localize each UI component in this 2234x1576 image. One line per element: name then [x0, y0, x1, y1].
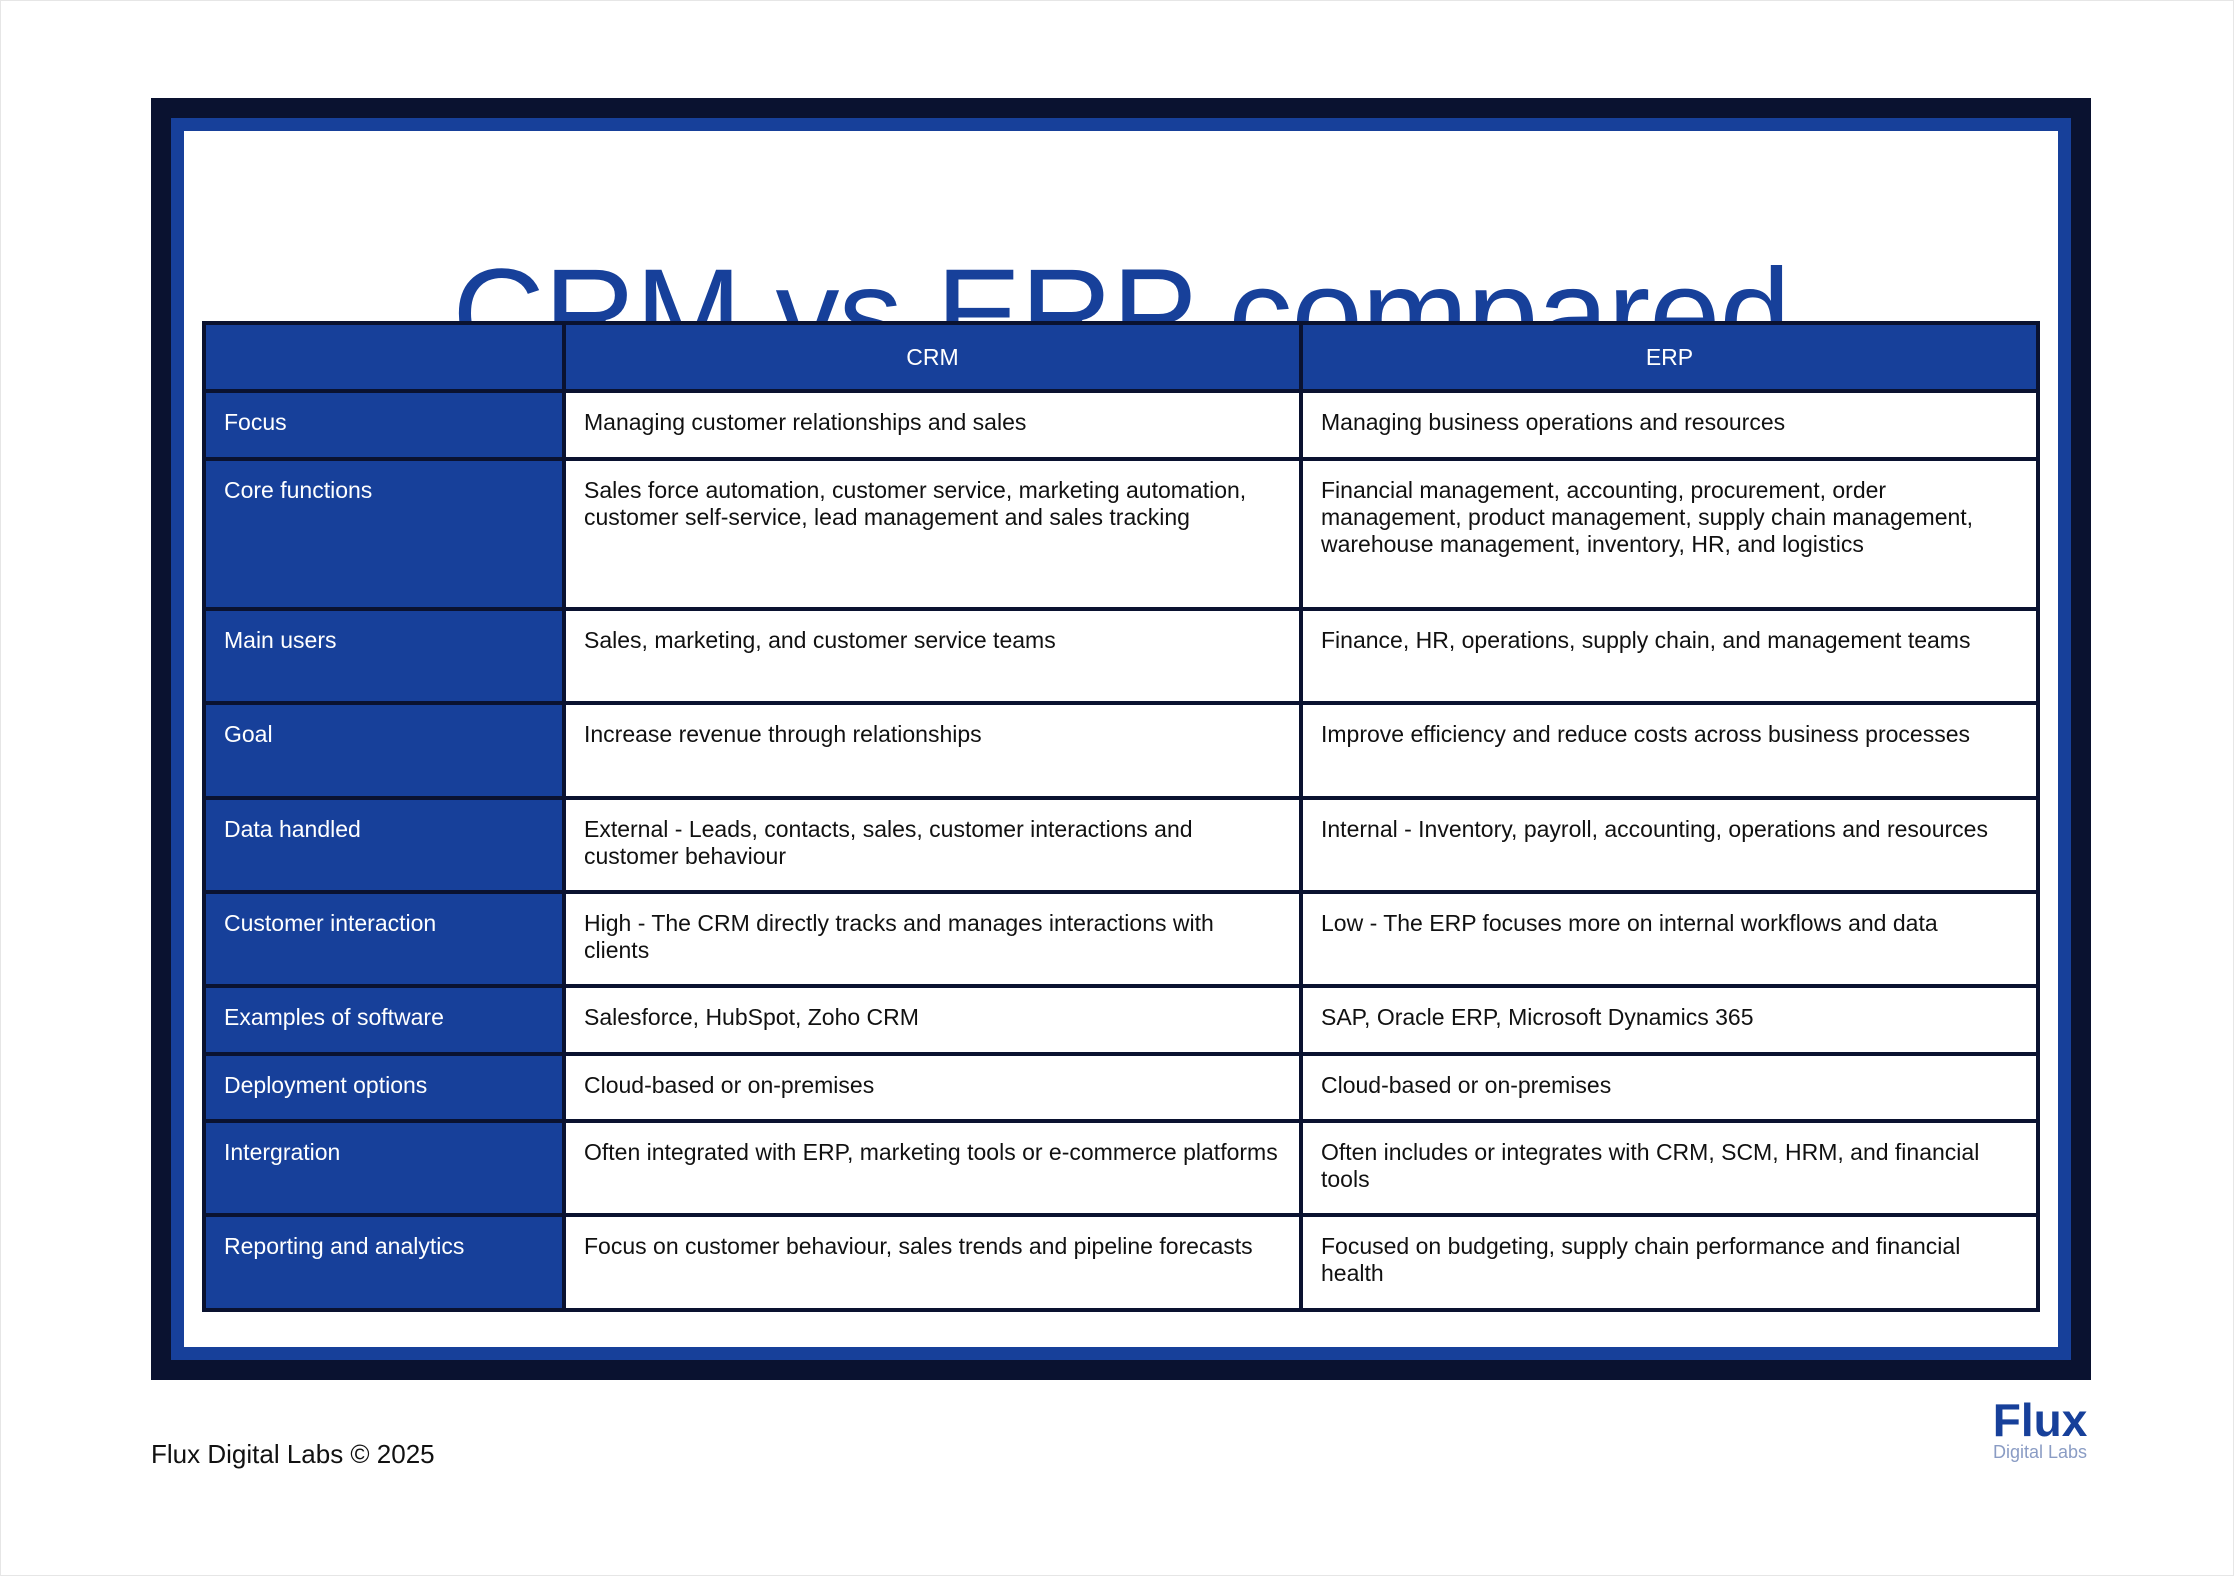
erp-cell: Often includes or integrates with CRM, S…: [1299, 1119, 2040, 1217]
table-row: Focus Managing customer relationships an…: [202, 389, 2040, 461]
comparison-table: CRM ERP Focus Managing customer relation…: [202, 321, 2040, 1312]
erp-cell: Low - The ERP focuses more on internal w…: [1299, 890, 2040, 988]
row-label: Customer interaction: [202, 890, 566, 988]
crm-cell: Focus on customer behaviour, sales trend…: [562, 1213, 1303, 1312]
crm-cell: Sales, marketing, and customer service t…: [562, 607, 1303, 705]
crm-cell: Increase revenue through relationships: [562, 701, 1303, 800]
table-row: Deployment options Cloud-based or on-pre…: [202, 1052, 2040, 1123]
erp-cell: SAP, Oracle ERP, Microsoft Dynamics 365: [1299, 984, 2040, 1056]
table-row: Core functions Sales force automation, c…: [202, 457, 2040, 611]
outer-frame: CRM vs ERP compared CRM ERP Focus Managi…: [151, 98, 2091, 1380]
header-crm: CRM: [562, 321, 1303, 393]
header-erp: ERP: [1299, 321, 2040, 393]
row-label: Focus: [202, 389, 566, 461]
row-label: Examples of software: [202, 984, 566, 1056]
crm-cell: External - Leads, contacts, sales, custo…: [562, 796, 1303, 894]
crm-cell: High - The CRM directly tracks and manag…: [562, 890, 1303, 988]
brand-logo: Flux Digital Labs: [1986, 1397, 2094, 1461]
table-row: Main users Sales, marketing, and custome…: [202, 607, 2040, 705]
frame-border: CRM vs ERP compared CRM ERP Focus Managi…: [171, 118, 2071, 1360]
table-row: Examples of software Salesforce, HubSpot…: [202, 984, 2040, 1056]
row-label: Main users: [202, 607, 566, 705]
header-blank: [202, 321, 566, 393]
logo-wordmark: Flux: [1992, 1394, 2088, 1446]
row-label: Deployment options: [202, 1052, 566, 1123]
crm-cell: Salesforce, HubSpot, Zoho CRM: [562, 984, 1303, 1056]
footer-copyright: Flux Digital Labs © 2025: [151, 1439, 435, 1469]
erp-cell: Financial management, accounting, procur…: [1299, 457, 2040, 611]
row-label: Core functions: [202, 457, 566, 611]
crm-cell: Cloud-based or on-premises: [562, 1052, 1303, 1123]
table-row: Reporting and analytics Focus on custome…: [202, 1213, 2040, 1312]
erp-cell: Focused on budgeting, supply chain perfo…: [1299, 1213, 2040, 1312]
crm-cell: Sales force automation, customer service…: [562, 457, 1303, 611]
erp-cell: Cloud-based or on-premises: [1299, 1052, 2040, 1123]
table-row: Data handled External - Leads, contacts,…: [202, 796, 2040, 894]
row-label: Data handled: [202, 796, 566, 894]
erp-cell: Managing business operations and resourc…: [1299, 389, 2040, 461]
table-header-row: CRM ERP: [202, 321, 2040, 393]
row-label: Goal: [202, 701, 566, 800]
table-row: Customer interaction High - The CRM dire…: [202, 890, 2040, 988]
row-label: Intergration: [202, 1119, 566, 1217]
crm-cell: Managing customer relationships and sale…: [562, 389, 1303, 461]
row-label: Reporting and analytics: [202, 1213, 566, 1312]
table-row: Goal Increase revenue through relationsh…: [202, 701, 2040, 800]
erp-cell: Finance, HR, operations, supply chain, a…: [1299, 607, 2040, 705]
crm-cell: Often integrated with ERP, marketing too…: [562, 1119, 1303, 1217]
content-panel: CRM vs ERP compared CRM ERP Focus Managi…: [184, 131, 2058, 1347]
erp-cell: Improve efficiency and reduce costs acro…: [1299, 701, 2040, 800]
table-row: Intergration Often integrated with ERP, …: [202, 1119, 2040, 1217]
erp-cell: Internal - Inventory, payroll, accountin…: [1299, 796, 2040, 894]
logo-subtitle: Digital Labs: [1992, 1442, 2088, 1462]
